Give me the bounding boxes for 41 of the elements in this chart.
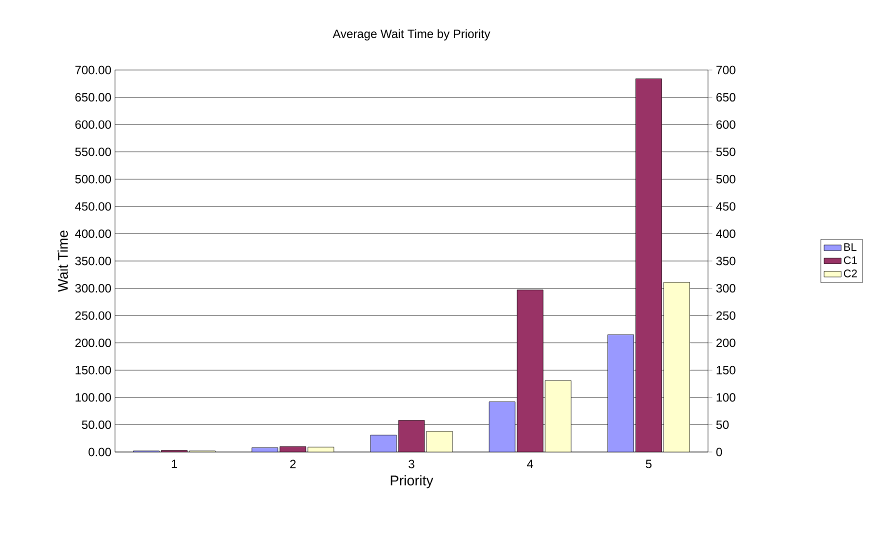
y2-tick-label: 650 [716,93,736,102]
y-tick-label: 200.00 [75,338,111,348]
y-tick-label: 600.00 [75,120,111,129]
x-tick-label: 3 [408,460,414,468]
y2-tick-label: 450 [716,202,736,211]
y-tick-label: 500.00 [75,174,111,184]
y2-tick-label: 100 [716,393,736,402]
y2-tick-label: 400 [716,229,736,238]
y2-tick-label: 50 [716,420,729,429]
x-tick-label: 5 [646,460,652,468]
chart-title: Average Wait Time by Priority [332,29,490,40]
x-tick-label: 1 [172,460,178,468]
legend-label: C1 [844,256,857,264]
y-tick-label: 50.00 [82,420,112,429]
y2-tick-label: 700 [716,66,736,74]
y-tick-label: 450.00 [75,202,111,211]
legend-label: BL [844,243,856,251]
y-tick-label: 400.00 [75,229,111,238]
y2-tick-label: 550 [716,148,736,156]
y-tick-label: 300.00 [75,284,111,293]
y2-tick-label: 150 [716,366,736,374]
y-tick-label: 250.00 [75,311,111,320]
y-tick-label: 700.00 [75,66,111,74]
y-axis-title: Wait Time [58,230,68,292]
y2-tick-label: 350 [716,256,736,266]
y2-tick-label: 200 [716,338,736,348]
x-tick-label: 4 [527,460,534,468]
y-tick-label: 350.00 [75,256,111,266]
y-tick-label: 550.00 [75,148,111,156]
x-tick-label: 2 [290,460,296,468]
y2-tick-label: 500 [716,174,736,184]
y-tick-label: 0.00 [88,448,112,456]
y2-tick-label: 250 [716,311,736,320]
y-tick-label: 100.00 [76,393,111,402]
y-tick-label: 150.00 [76,366,111,374]
y-tick-label: 650.00 [75,93,111,102]
y2-tick-label: 0 [716,448,722,456]
legend-label: C2 [844,270,857,278]
x-axis-title: Priority [390,475,434,488]
y2-tick-label: 600 [716,120,736,129]
y2-tick-label: 300 [716,284,736,293]
